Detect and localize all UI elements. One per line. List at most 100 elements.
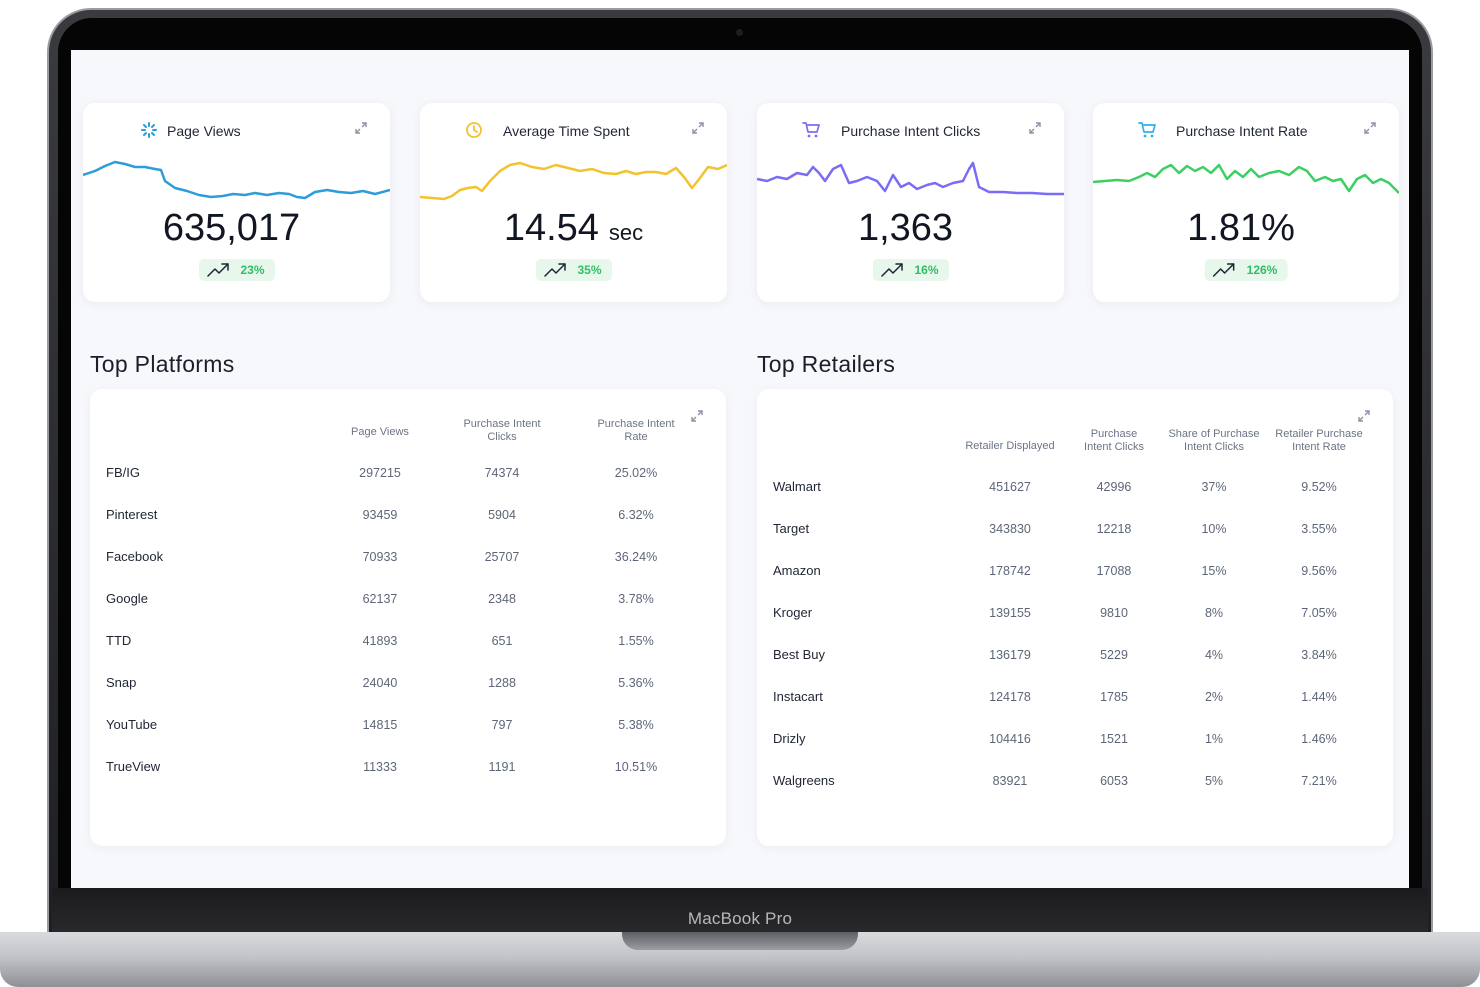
column-header: Purchase Intent Rate (597, 418, 675, 443)
platform-name: Snap (106, 675, 137, 690)
column-header: Retailer Displayed (965, 440, 1055, 452)
dashboard-screen: Page Views 635,017 23% Average Time Spen… (71, 50, 1409, 888)
column-header: Retailer Purchase Intent Rate (1275, 428, 1363, 453)
trend-up-icon (206, 263, 229, 277)
top-platforms-panel: Page Views Purchase Intent Clicks Purchase… (90, 389, 726, 846)
kpi-title: Purchase Intent Rate (1176, 123, 1308, 139)
cart-icon (1137, 120, 1157, 140)
expand-icon[interactable] (688, 407, 706, 425)
table-cell: 24040 (362, 676, 398, 690)
trend-badge: 126% (1204, 259, 1288, 281)
table-cell: 37% (1201, 480, 1227, 494)
table-cell: 12218 (1096, 522, 1132, 536)
table-cell: 25707 (484, 550, 520, 564)
retailer-name: Target (773, 521, 810, 536)
table-cell: 3.84% (1301, 648, 1337, 662)
laptop-notch (622, 932, 858, 950)
loader-icon (139, 120, 159, 140)
kpi-value: 1,363 (857, 207, 954, 249)
table-cell: 1288 (488, 676, 516, 690)
table-cell: 14815 (362, 718, 398, 732)
device-brand: MacBook Pro (687, 909, 793, 928)
table-cell: 7.21% (1301, 774, 1337, 788)
table-cell: 9.56% (1301, 564, 1337, 578)
kpi-value: 14.54 sec (503, 207, 644, 249)
purchase-intent-rate-sparkline (1093, 163, 1399, 194)
table-cell: 7.05% (1301, 606, 1337, 620)
table-cell: 10% (1201, 522, 1227, 536)
clock-icon (464, 120, 484, 140)
expand-icon[interactable] (352, 119, 370, 137)
table-cell: 1.44% (1301, 690, 1337, 704)
table-cell: 9810 (1100, 606, 1128, 620)
table-cell: 10.51% (614, 760, 658, 774)
column-header: Share of Purchase Intent Clicks (1168, 428, 1260, 453)
table-cell: 5.38% (618, 718, 654, 732)
retailer-name: Drizly (773, 731, 806, 746)
table-cell: 178742 (989, 564, 1031, 578)
trend-badge: 16% (872, 259, 949, 281)
table-cell: 1191 (488, 760, 516, 774)
platform-name: TrueView (106, 759, 161, 774)
platform-name: FB/IG (106, 465, 140, 480)
trend-badge: 23% (198, 259, 275, 281)
table-cell: 3.55% (1301, 522, 1337, 536)
table-cell: 124178 (989, 690, 1031, 704)
table-cell: 5229 (1100, 648, 1128, 662)
kpi-card-page-views: Page Views 635,017 23% (83, 103, 390, 302)
table-cell: 62137 (362, 592, 398, 606)
table-cell: 1.46% (1301, 732, 1337, 746)
table-cell: 15% (1201, 564, 1227, 578)
expand-icon[interactable] (1026, 119, 1044, 137)
kpi-card-average-time: Average Time Spent 14.54 sec 35% (420, 103, 727, 302)
expand-icon[interactable] (1361, 119, 1379, 137)
kpi-value: 1.81% (1187, 207, 1295, 249)
average-time-sparkline (420, 161, 727, 201)
table-cell: 70933 (362, 550, 398, 564)
kpi-card-purchase-intent-rate: Purchase Intent Rate 1.81% 126% (1093, 103, 1399, 302)
table-cell: 93459 (362, 508, 398, 522)
table-cell: 9.52% (1301, 480, 1337, 494)
table-cell: 1785 (1100, 690, 1128, 704)
platform-name: Pinterest (106, 507, 158, 522)
trend-badge: 35% (535, 259, 612, 281)
table-cell: 83921 (992, 774, 1028, 788)
column-header: Page Views (351, 426, 409, 438)
expand-icon[interactable] (1355, 407, 1373, 425)
table-cell: 2% (1204, 690, 1224, 704)
platform-name: TTD (106, 633, 132, 648)
column-header: Purchase Intent Clicks (1084, 428, 1144, 453)
table-cell: 451627 (989, 480, 1031, 494)
kpi-card-purchase-intent-clicks: Purchase Intent Clicks 1,363 16% (757, 103, 1064, 302)
platform-name: Facebook (106, 549, 164, 564)
table-cell: 651 (491, 634, 513, 648)
platform-name: YouTube (106, 717, 158, 732)
table-cell: 2348 (488, 592, 516, 606)
trend-up-icon (1212, 263, 1235, 277)
table-cell: 17088 (1096, 564, 1132, 578)
table-cell: 3.78% (618, 592, 654, 606)
retailer-name: Kroger (773, 605, 813, 620)
purchase-intent-clicks-sparkline (757, 161, 1064, 196)
expand-icon[interactable] (689, 119, 707, 137)
table-cell: 4% (1204, 648, 1224, 662)
table-cell: 104416 (989, 732, 1031, 746)
trend-up-icon (543, 263, 566, 277)
table-cell: 343830 (989, 522, 1031, 536)
table-cell: 1% (1204, 732, 1224, 746)
retailer-name: Best Buy (773, 647, 826, 662)
kpi-value: 635,017 (162, 207, 301, 249)
platform-name: Google (106, 591, 148, 606)
table-cell: 6.32% (618, 508, 654, 522)
top-retailers-title: Top Retailers (757, 351, 896, 377)
table-cell: 74374 (484, 466, 520, 480)
table-cell: 8% (1204, 606, 1224, 620)
retailer-name: Amazon (773, 563, 821, 578)
retailer-name: Walgreens (773, 773, 835, 788)
kpi-title: Page Views (167, 123, 241, 139)
table-cell: 25.02% (614, 466, 658, 480)
retailer-name: Instacart (773, 689, 823, 704)
kpi-title: Purchase Intent Clicks (841, 123, 981, 139)
bottom-bezel (52, 888, 1428, 936)
page-views-sparkline (83, 160, 390, 200)
